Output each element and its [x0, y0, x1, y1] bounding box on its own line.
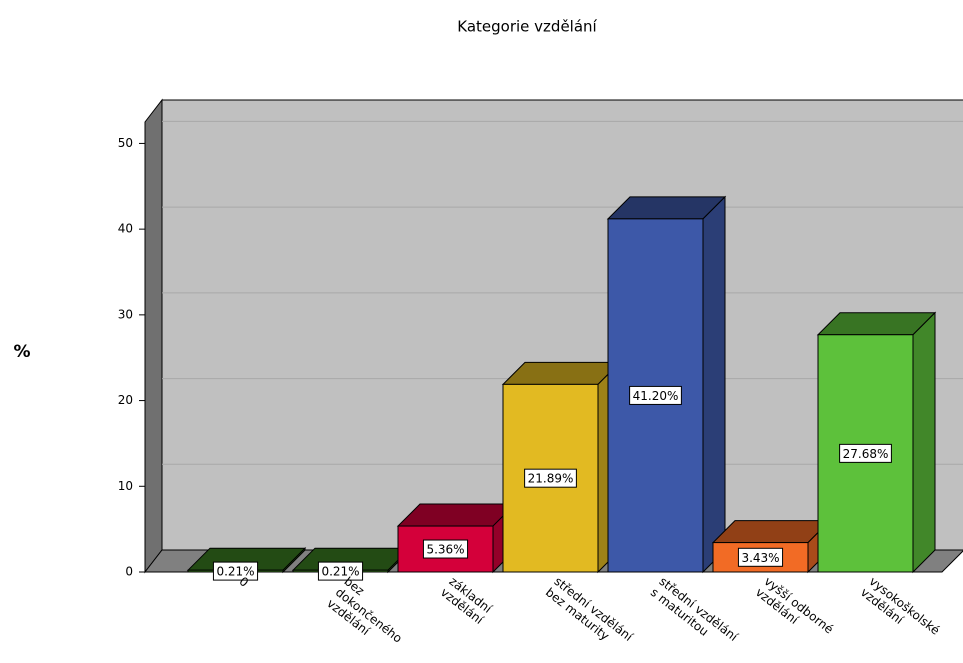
data-label-box [317, 561, 364, 581]
bar [397, 525, 494, 573]
y-tick-label: 50 [118, 136, 133, 150]
left-wall [144, 98, 163, 574]
y-tick-label: 20 [118, 393, 133, 407]
bar-side [912, 311, 936, 574]
data-label-box [629, 385, 682, 405]
data-label: 3.43% [741, 551, 779, 565]
data-label: 41.20% [633, 389, 679, 403]
y-tick-label: 10 [118, 479, 133, 493]
y-axis-label: % [13, 342, 30, 362]
y-tick-label: 30 [118, 307, 133, 321]
data-label-box [524, 468, 577, 488]
data-label-box [212, 561, 259, 581]
chart-title: Kategorie vzdělání [457, 18, 597, 36]
data-label: 21.89% [528, 472, 574, 486]
data-label-box [422, 539, 469, 559]
data-label: 0.21% [216, 565, 254, 579]
data-label: 5.36% [426, 543, 464, 557]
data-label: 0.21% [321, 565, 359, 579]
data-label: 27.68% [843, 447, 889, 461]
data-label-box [839, 443, 892, 463]
bar-side [702, 195, 726, 574]
y-tick-label: 40 [118, 222, 133, 236]
y-tick-label: 0 [125, 565, 133, 579]
data-label-box [737, 547, 784, 567]
